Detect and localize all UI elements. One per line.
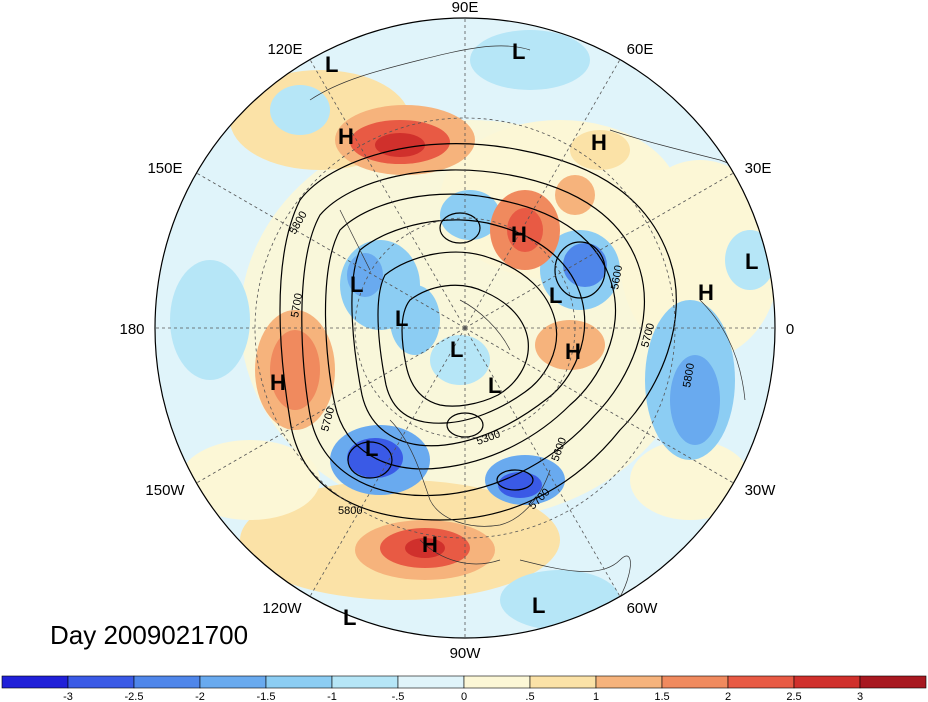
colorbar-tick-label: 1 — [593, 691, 599, 702]
colorbar-swatch — [463, 675, 531, 689]
colorbar-swatch — [67, 675, 135, 689]
contour-label: 5800 — [338, 505, 362, 517]
colorbar-swatch — [859, 675, 927, 689]
low-center: L — [488, 373, 501, 398]
low-center: L — [512, 39, 525, 64]
lon-label-0: 0 — [786, 321, 794, 338]
lon-label-30w: 30W — [745, 482, 777, 499]
colorbar-tick-label: -3 — [63, 691, 73, 702]
colorbar-swatch — [133, 675, 201, 689]
lon-label-90w: 90W — [450, 645, 482, 662]
low-center: L — [745, 249, 758, 274]
low-center: L — [395, 306, 408, 331]
colorbar-swatch — [265, 675, 333, 689]
date-label: Day 2009021700 — [50, 620, 249, 650]
high-center: H — [565, 339, 581, 364]
colorbar-tick-label: -1 — [327, 691, 337, 702]
high-center: H — [698, 280, 714, 305]
colorbar-tick-label: -.5 — [392, 691, 405, 702]
low-center: L — [549, 283, 562, 308]
colorbar-swatch — [529, 675, 597, 689]
lon-label-150w: 150W — [145, 482, 185, 499]
colorbar-tick-label: 2.5 — [786, 691, 801, 702]
high-center: H — [511, 222, 527, 247]
high-center: H — [422, 532, 438, 557]
contour-label: 5800 — [681, 362, 697, 388]
lon-label-180: 180 — [119, 321, 144, 338]
colorbar-tick-label: .5 — [525, 691, 534, 702]
lon-label-150e: 150E — [147, 160, 182, 177]
low-center: L — [325, 52, 338, 77]
lon-label-90e: 90E — [452, 0, 479, 16]
colorbar-tick-label: -1.5 — [257, 691, 276, 702]
colorbar-tick-label: 1.5 — [654, 691, 669, 702]
colorbar-swatch — [331, 675, 399, 689]
map-border — [154, 17, 776, 639]
colorbar-tick-label: 2 — [725, 691, 731, 702]
colorbar-tick-label: -2.5 — [125, 691, 144, 702]
low-center: L — [365, 436, 378, 461]
contour-label: 5600 — [609, 264, 625, 290]
colorbar-tick-label: -2 — [195, 691, 205, 702]
low-center: L — [450, 337, 463, 362]
pressure-centers: L L H H H L L L H L L H L L L H L L H — [270, 39, 758, 630]
high-center: H — [270, 370, 286, 395]
colorbar-swatch — [661, 675, 729, 689]
colorbar-swatch — [595, 675, 663, 689]
graticule — [155, 18, 775, 638]
colorbar-swatch — [1, 675, 69, 689]
lon-label-60w: 60W — [627, 600, 659, 617]
low-center: L — [532, 593, 545, 618]
height-contours — [279, 143, 677, 521]
contour-label: 5700 — [289, 292, 305, 318]
high-center: H — [591, 130, 607, 155]
colorbar-tick-label: 3 — [857, 691, 863, 702]
colorbar-swatch — [727, 675, 795, 689]
colorbar-tick-label: 0 — [461, 691, 467, 702]
low-center: L — [350, 272, 363, 297]
lon-label-30e: 30E — [745, 160, 772, 177]
lon-label-120w: 120W — [262, 600, 302, 617]
lon-label-120e: 120E — [267, 41, 302, 58]
longitude-labels: 90E 60E 30E 0 30W 60W 90W 120W 150W 180 … — [119, 0, 794, 662]
colorbar-swatch — [793, 675, 861, 689]
colorbar-swatch — [199, 675, 267, 689]
colorbar: -3 -2.5 -2 -1.5 -1 -.5 0 .5 1 1.5 2 2.5 3 — [1, 675, 927, 702]
high-center: H — [338, 124, 354, 149]
colorbar-swatch — [397, 675, 465, 689]
lon-label-60e: 60E — [627, 41, 654, 58]
low-center: L — [343, 605, 356, 630]
